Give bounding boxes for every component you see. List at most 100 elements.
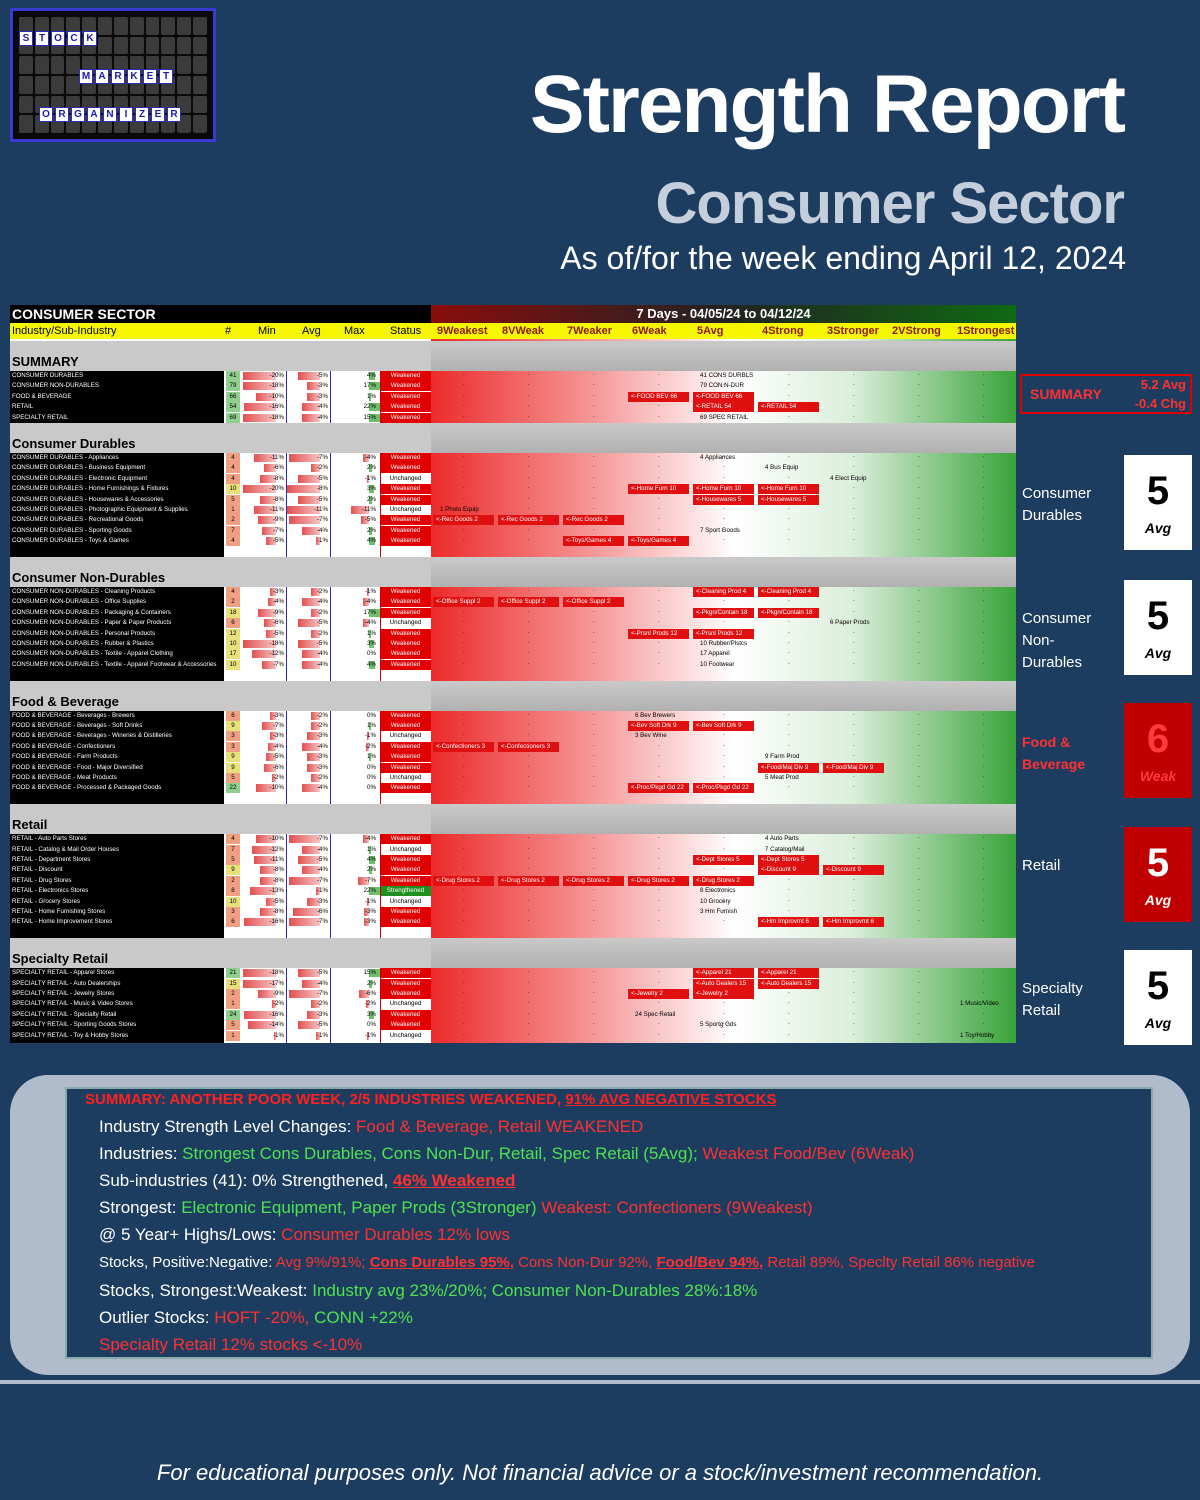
- level-dot: .: [723, 896, 725, 903]
- table-row: RETAIL - Electronics Stores 8 -13% -1% 22% St…: [10, 886, 1016, 897]
- row-count: 17: [226, 649, 240, 660]
- level-dot: .: [463, 639, 465, 645]
- row-status: Unchanged: [380, 731, 431, 742]
- level-tag: <-Discount 9: [758, 865, 819, 876]
- level-dot: .: [983, 371, 985, 377]
- value-bar: [256, 835, 277, 844]
- row-count: 6: [226, 618, 240, 629]
- level-dot: .: [853, 649, 855, 656]
- level-dot: .: [788, 896, 790, 903]
- row-count: 2: [226, 597, 240, 608]
- level-dot: .: [528, 762, 530, 769]
- row-max: 4%: [367, 537, 376, 545]
- row-count: 79: [226, 381, 240, 392]
- row-avg: -3%: [316, 392, 328, 400]
- level-header: 9Weakest: [437, 325, 488, 337]
- level-dot: .: [658, 855, 660, 861]
- level-dot: .: [593, 917, 595, 924]
- level-dot: .: [853, 659, 855, 666]
- level-dot: .: [463, 762, 465, 769]
- notes-inner: SUMMARY: ANOTHER POOR WEEK, 2/5 INDUSTRI…: [65, 1087, 1153, 1359]
- value-bar: [250, 887, 277, 896]
- table-row: FOOD & BEVERAGE - Confectioners 3 -4% -4% -2…: [10, 741, 1016, 752]
- logo-letter: T: [159, 69, 173, 84]
- row-name: CONSUMER DURABLES - Sporting Goods: [12, 526, 132, 534]
- row-max: 3%: [367, 485, 376, 493]
- section-band: [431, 938, 1016, 969]
- value-bar: [254, 506, 277, 514]
- level-dot: .: [983, 639, 985, 645]
- logo-tile: [19, 56, 33, 74]
- level-dot: .: [658, 587, 660, 593]
- note-label: Outlier Stocks:: [99, 1308, 215, 1327]
- summary-avg: 5.2 Avg: [1140, 377, 1186, 392]
- level-dot: .: [788, 412, 790, 419]
- level-dot: .: [463, 628, 465, 635]
- level-dot: .: [918, 587, 920, 593]
- level-dot: .: [528, 1030, 530, 1037]
- level-dot: .: [918, 710, 920, 717]
- level-tag: 1 Toy/Hobby: [960, 1031, 995, 1039]
- table-row: RETAIL - Catalog & Mail Order Houses 7 -12…: [10, 844, 1016, 855]
- level-dot: .: [918, 1020, 920, 1027]
- level-dot: .: [463, 505, 465, 511]
- level-dot: .: [983, 659, 985, 666]
- row-count: 6: [226, 710, 240, 721]
- value-bar: [362, 835, 369, 844]
- level-dot: .: [853, 473, 855, 480]
- level-tag: 10 Footwear: [700, 660, 735, 668]
- level-dot: .: [918, 741, 920, 748]
- level-dot: .: [983, 865, 985, 872]
- logo-tile: [50, 75, 65, 94]
- row-status: Weakened: [380, 865, 431, 876]
- column-rule: [380, 968, 381, 1043]
- level-dot: .: [918, 989, 920, 995]
- row-count: 9: [226, 721, 240, 731]
- row-status: Weakened: [380, 762, 431, 773]
- value-bar: [297, 640, 321, 648]
- level-dot: .: [788, 453, 790, 459]
- level-header: 7Weaker: [567, 325, 613, 337]
- row-avg: -7%: [316, 876, 328, 884]
- row-status: Weakened: [380, 1020, 431, 1031]
- row-count: 9: [226, 762, 240, 773]
- level-header: 6Weak: [632, 325, 667, 337]
- level-dot: .: [528, 453, 530, 459]
- level-tag: 24 Spec Retail: [635, 1010, 676, 1018]
- table-row: FOOD & BEVERAGE - Beverages - Brewers 6 -3…: [10, 710, 1016, 721]
- level-dot: .: [853, 597, 855, 604]
- value-bar: [274, 1031, 277, 1040]
- value-bar: [311, 1000, 321, 1009]
- column-rule: [286, 371, 287, 423]
- column-rule: [286, 453, 287, 557]
- level-dot: .: [463, 381, 465, 388]
- table-row: RETAIL - Discount 9 -8% -4% 2% Weakened......…: [10, 865, 1016, 876]
- level-dot: .: [918, 515, 920, 522]
- level-dot: .: [983, 978, 985, 985]
- level-header: 5Avg: [697, 325, 724, 337]
- side-group: Retail 5 Avg: [1016, 827, 1200, 927]
- level-tag: <-Apparel 21: [758, 968, 819, 979]
- level-dot: .: [723, 618, 725, 625]
- logo-tile: [19, 95, 33, 114]
- level-tag: <-Bev Soft Drk 9: [628, 721, 689, 731]
- level-dot: .: [788, 721, 790, 727]
- table-row: CONSUMER DURABLES - Appliances 4 -11% -7% -4…: [10, 453, 1016, 463]
- level-header: 3Stronger: [827, 325, 879, 337]
- value-bar: [369, 722, 371, 730]
- row-name: SPECIALTY RETAIL: [12, 413, 69, 421]
- level-dot: .: [593, 412, 595, 419]
- level-dot: .: [463, 463, 465, 470]
- row-min: -18%: [269, 413, 284, 421]
- level-tag: <-Drug Stores 2: [433, 875, 494, 886]
- row-avg: -7%: [316, 516, 328, 524]
- row-min: -18%: [269, 382, 284, 390]
- level-dot: .: [658, 978, 660, 985]
- logo-tile: [66, 75, 81, 94]
- level-dot: .: [658, 773, 660, 779]
- value-bar: [270, 588, 277, 596]
- level-dot: .: [528, 731, 530, 738]
- level-dot: .: [658, 752, 660, 759]
- level-dot: .: [853, 587, 855, 593]
- value-bar: [256, 392, 277, 401]
